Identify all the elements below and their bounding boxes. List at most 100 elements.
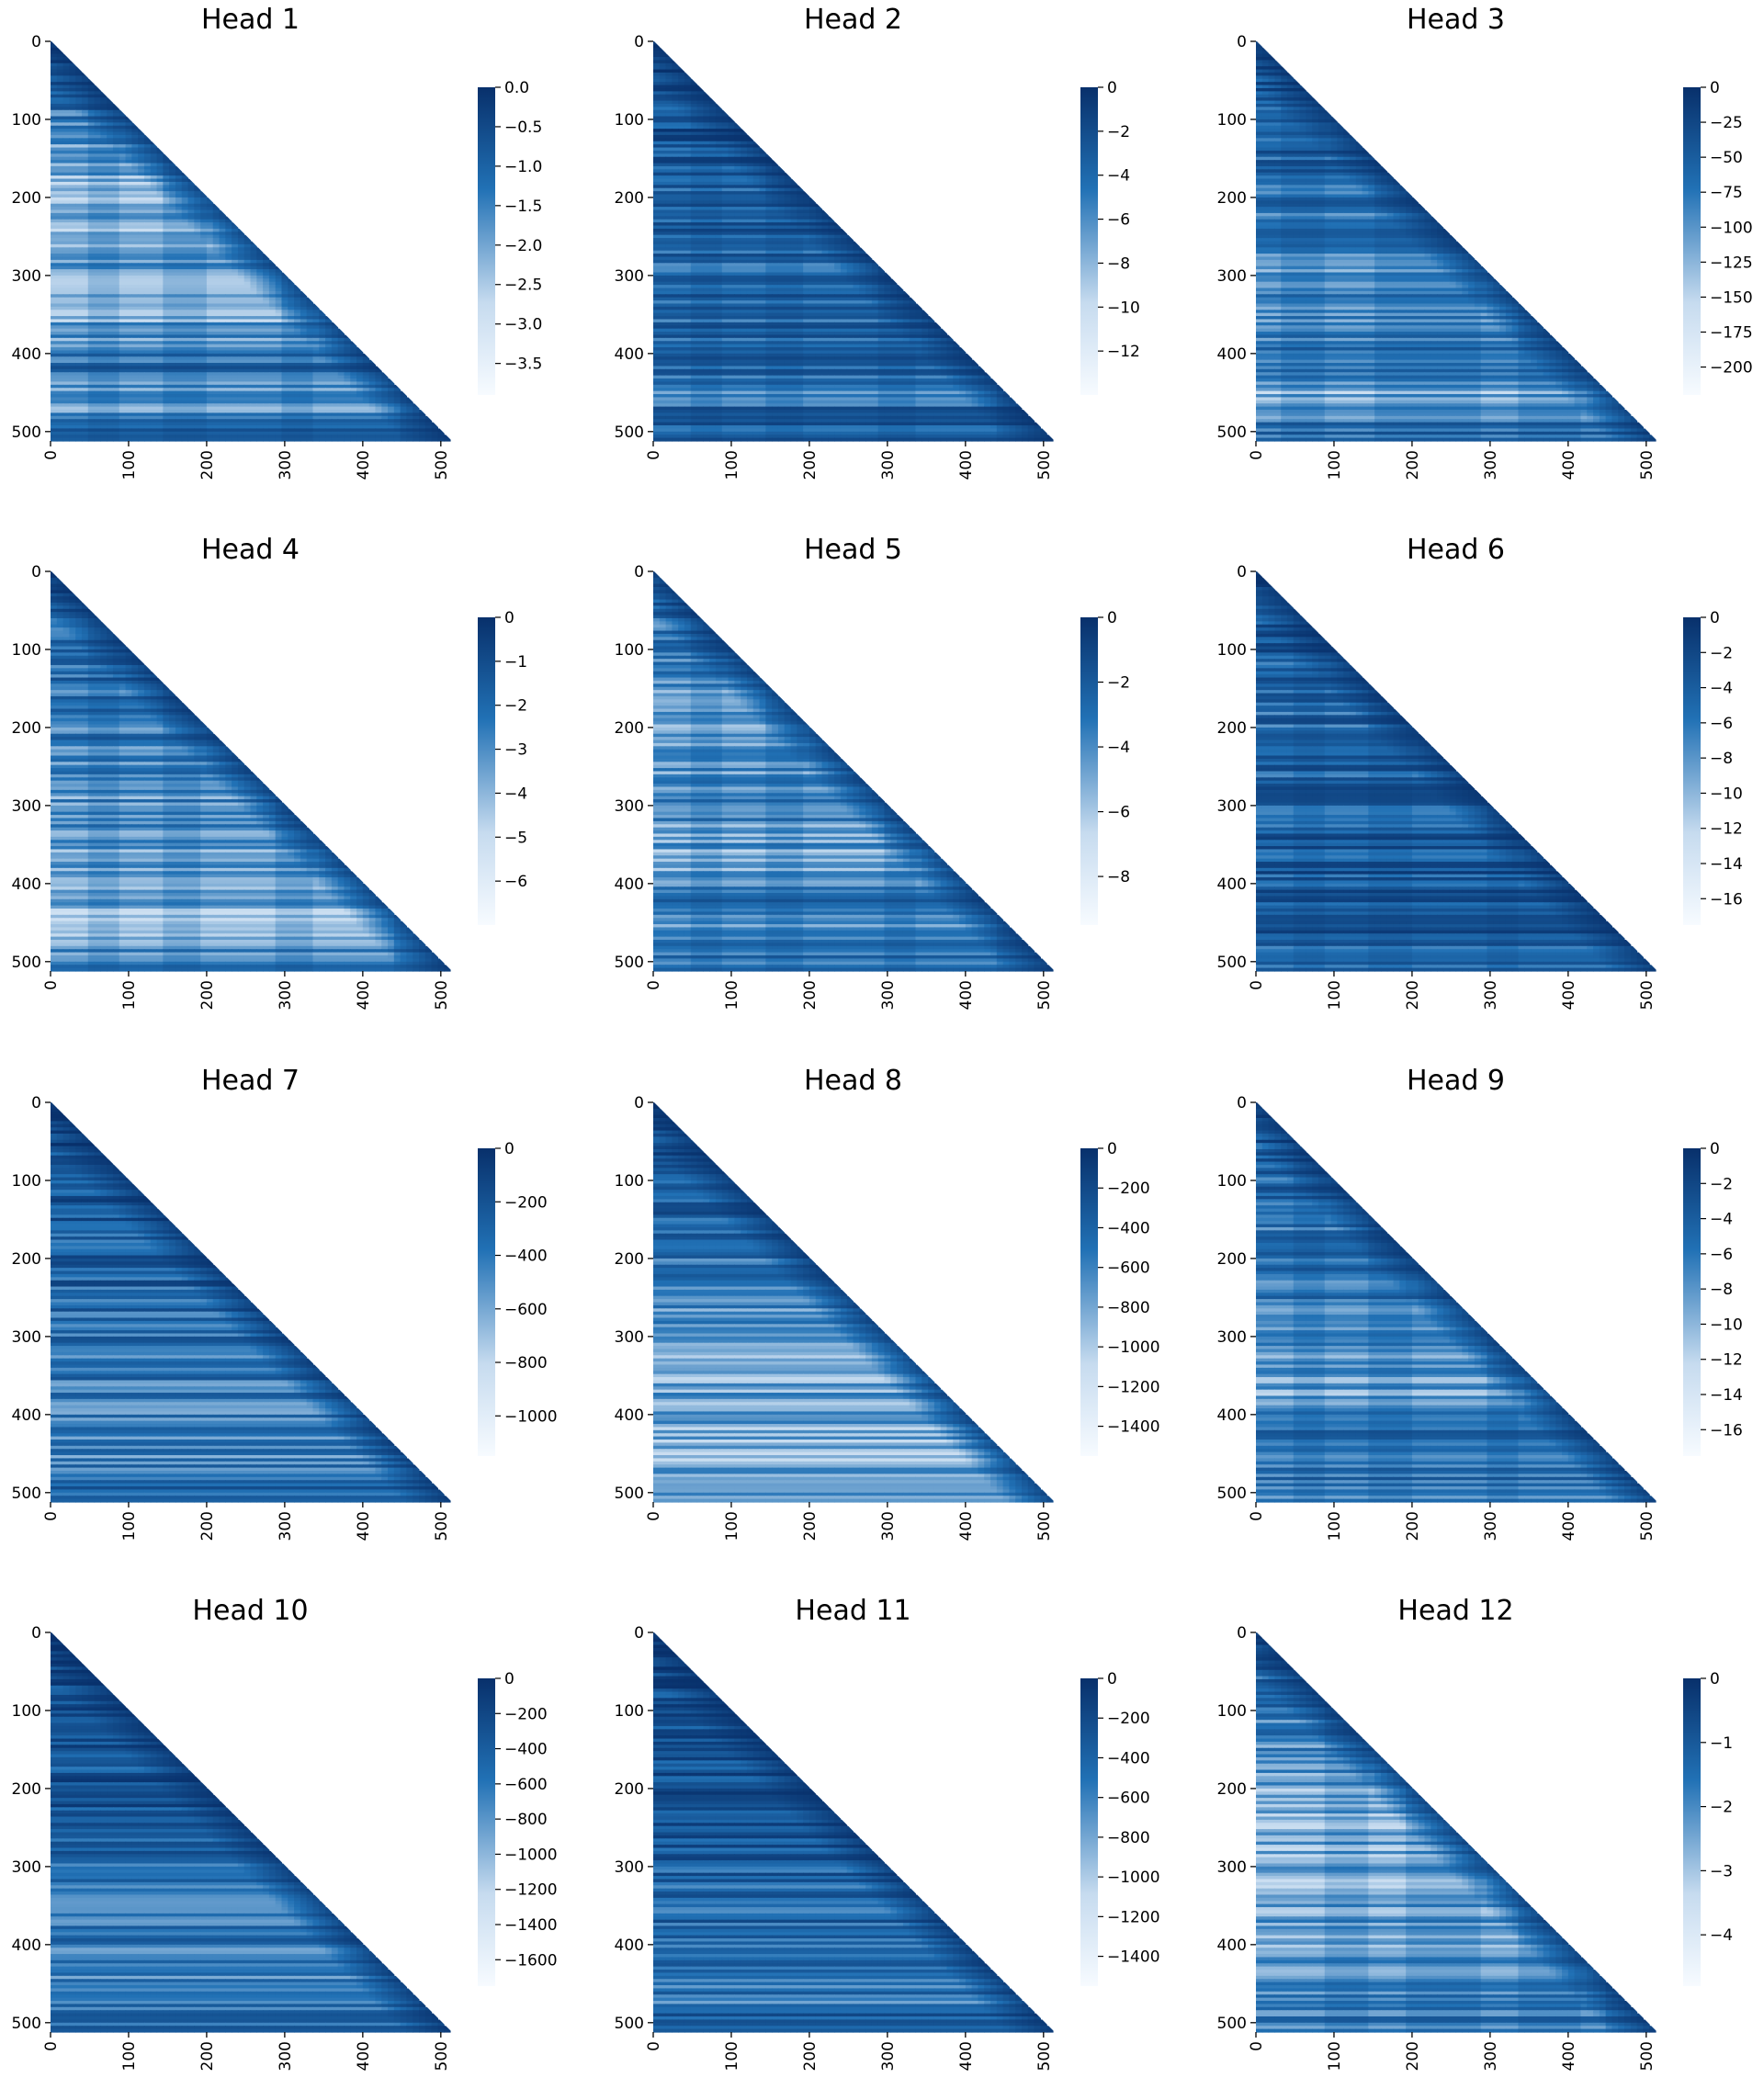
heatmap-cell — [144, 294, 151, 298]
heatmap-cell — [332, 394, 338, 398]
heatmap-cell — [325, 438, 332, 442]
heatmap-cell — [425, 438, 432, 442]
heatmap-cell — [100, 207, 107, 210]
heatmap-cell — [100, 423, 107, 426]
heatmap-cell — [151, 198, 157, 201]
heatmap-cell — [263, 385, 269, 389]
heatmap-cell — [88, 117, 95, 120]
heatmap-cell — [51, 207, 57, 210]
heatmap-cell — [57, 356, 63, 360]
heatmap-cell — [119, 198, 126, 201]
heatmap-cell — [75, 144, 82, 148]
heatmap-cell — [325, 423, 332, 426]
heatmap-cell — [75, 173, 82, 176]
heatmap-cell — [95, 126, 101, 130]
heatmap-cell — [138, 356, 144, 360]
heatmap-cell — [238, 347, 244, 351]
heatmap-cell — [131, 135, 138, 139]
heatmap-cell — [69, 126, 75, 130]
heatmap-cell — [307, 322, 313, 326]
heatmap-cell — [69, 423, 75, 426]
heatmap-cell — [338, 394, 345, 398]
heatmap-cell — [213, 394, 220, 398]
heatmap-cell — [51, 394, 57, 398]
heatmap-cell — [213, 256, 220, 260]
heatmap-cell — [57, 135, 63, 139]
heatmap-cell — [57, 285, 63, 288]
heatmap-cell — [344, 385, 350, 389]
heatmap-cell — [107, 432, 113, 435]
heatmap-cell — [350, 385, 356, 389]
heatmap-cell — [75, 332, 82, 335]
heatmap-cell — [175, 188, 182, 192]
heatmap-cell — [51, 423, 57, 426]
heatmap-cell — [182, 294, 188, 298]
heatmap-cell — [119, 173, 126, 176]
heatmap-cell — [113, 256, 119, 260]
heatmap-cell — [157, 394, 164, 398]
heatmap-cell — [100, 144, 107, 148]
heatmap-cell — [338, 438, 345, 442]
heatmap-cell — [394, 394, 401, 398]
heatmap-cell — [244, 256, 251, 260]
heatmap-cell — [294, 356, 300, 360]
heatmap-cell — [213, 423, 220, 426]
heatmap-cell — [119, 153, 126, 157]
heatmap-cell — [276, 285, 282, 288]
heatmap-cell — [51, 438, 57, 442]
heatmap-cell — [276, 394, 282, 398]
heatmap-cell — [95, 173, 101, 176]
heatmap-cell — [88, 216, 95, 220]
heatmap-cell — [100, 356, 107, 360]
heatmap-cell — [57, 423, 63, 426]
heatmap-cell — [194, 322, 200, 326]
heatmap-cell — [338, 432, 345, 435]
heatmap-cell — [232, 356, 238, 360]
heatmap-cell — [288, 332, 294, 335]
heatmap-cell — [244, 356, 251, 360]
heatmap-cell — [169, 256, 175, 260]
heatmap-cell — [194, 256, 200, 260]
heatmap-cell — [75, 164, 82, 167]
heatmap-cell — [88, 385, 95, 389]
heatmap-cell — [406, 438, 413, 442]
heatmap-cell — [251, 432, 257, 435]
heatmap-cell — [51, 216, 57, 220]
x-tick-label: 200 — [198, 450, 217, 480]
heatmap-cell — [350, 438, 356, 442]
heatmap-cell — [163, 173, 169, 176]
heatmap-cell — [100, 285, 107, 288]
heatmap-cell — [238, 394, 244, 398]
heatmap-cell — [63, 207, 70, 210]
heatmap-cell — [225, 285, 232, 288]
heatmap-cell — [57, 226, 63, 230]
panel-title: Head 1 — [201, 4, 300, 36]
heatmap-cell — [144, 182, 151, 186]
heatmap-cell — [126, 164, 132, 167]
heatmap-cell — [157, 164, 164, 167]
heatmap-cell — [188, 188, 195, 192]
heatmap-cell — [300, 347, 307, 351]
heatmap-cell — [244, 247, 251, 251]
heatmap-cell — [75, 198, 82, 201]
heatmap-cell — [307, 432, 313, 435]
heatmap-cell — [375, 432, 381, 435]
heatmap-cell — [325, 394, 332, 398]
heatmap-cell — [138, 198, 144, 201]
heatmap-cell — [200, 347, 207, 351]
heatmap-cell — [251, 322, 257, 326]
heatmap-cell — [244, 423, 251, 426]
heatmap-cell — [69, 256, 75, 260]
heatmap-cell — [69, 173, 75, 176]
heatmap-cell — [251, 347, 257, 351]
heatmap-cell — [269, 432, 276, 435]
heatmap-cell — [238, 322, 244, 326]
heatmap-cell — [151, 322, 157, 326]
heatmap-cell — [281, 332, 288, 335]
heatmap-cell — [182, 256, 188, 260]
heatmap-cell — [63, 394, 70, 398]
x-tick-label: 0 — [42, 450, 61, 460]
heatmap-cell — [388, 432, 394, 435]
heatmap-cell — [225, 322, 232, 326]
heatmap-cell — [175, 432, 182, 435]
